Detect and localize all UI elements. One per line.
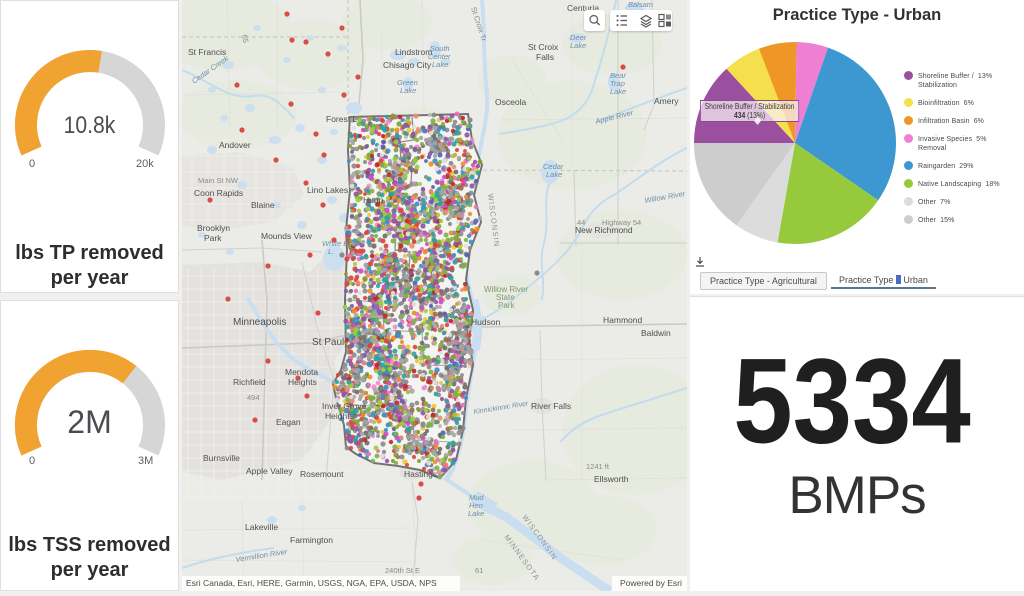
svg-text:35: 35	[455, 256, 463, 265]
svg-text:Hen: Hen	[469, 501, 483, 510]
svg-text:Trap: Trap	[610, 79, 625, 88]
svg-text:St Francis: St Francis	[188, 47, 226, 57]
svg-text:Mounds View: Mounds View	[261, 231, 313, 241]
svg-text:Farmington: Farmington	[290, 535, 333, 545]
svg-text:Hastings: Hastings	[404, 469, 437, 479]
svg-text:Balsam: Balsam	[628, 0, 653, 9]
svg-text:Lindstrom: Lindstrom	[395, 47, 432, 57]
svg-text:Coon Rapids: Coon Rapids	[194, 188, 243, 198]
svg-text:L.: L.	[328, 247, 334, 256]
svg-text:Lake: Lake	[546, 170, 562, 179]
svg-text:44: 44	[577, 218, 585, 227]
svg-text:Lake: Lake	[610, 87, 626, 96]
svg-text:Heights: Heights	[325, 411, 354, 421]
svg-text:Burnsville: Burnsville	[203, 453, 240, 463]
svg-text:Rosemount: Rosemount	[300, 469, 344, 479]
svg-text:Cedar: Cedar	[543, 162, 564, 171]
svg-text:Osceola: Osceola	[495, 97, 526, 107]
svg-text:Minneapolis: Minneapolis	[233, 317, 286, 328]
svg-text:St Paul: St Paul	[312, 337, 344, 348]
svg-text:Andover: Andover	[219, 140, 251, 150]
svg-text:Heights: Heights	[288, 377, 317, 387]
svg-text:Hammond: Hammond	[603, 315, 642, 325]
svg-text:Apple Valley: Apple Valley	[246, 466, 293, 476]
svg-text:Brooklyn: Brooklyn	[197, 223, 230, 233]
svg-text:White Bear: White Bear	[322, 239, 360, 248]
svg-text:Baldwin: Baldwin	[641, 328, 671, 338]
svg-text:Blaine: Blaine	[251, 200, 275, 210]
svg-text:Lake: Lake	[570, 41, 586, 50]
svg-text:494: 494	[247, 393, 260, 402]
svg-text:Lake: Lake	[432, 60, 448, 69]
svg-text:Ellsworth: Ellsworth	[594, 474, 629, 484]
svg-text:Esri Canada, Esri, HERE, Garmi: Esri Canada, Esri, HERE, Garmin, USGS, N…	[186, 578, 437, 588]
svg-text:Mud: Mud	[469, 493, 484, 502]
svg-text:Powered by Esri: Powered by Esri	[620, 578, 682, 588]
svg-text:Centuria: Centuria	[567, 3, 599, 13]
svg-text:Willow River: Willow River	[644, 189, 687, 205]
svg-text:Lakeville: Lakeville	[245, 522, 278, 532]
svg-text:Lake: Lake	[468, 509, 484, 518]
svg-text:St Croix: St Croix	[528, 42, 559, 52]
svg-text:61: 61	[475, 566, 483, 575]
svg-text:New Richmond: New Richmond	[575, 225, 633, 235]
svg-text:Lake: Lake	[400, 86, 416, 95]
svg-text:St Croix Tr: St Croix Tr	[469, 6, 489, 43]
svg-text:Bear: Bear	[610, 71, 626, 80]
svg-text:Amery: Amery	[654, 96, 679, 106]
svg-text:Willow River: Willow River	[484, 285, 528, 294]
svg-text:240th St E: 240th St E	[385, 566, 420, 575]
svg-text:Hudson: Hudson	[471, 317, 501, 327]
svg-text:Mendota: Mendota	[285, 367, 318, 377]
svg-text:State: State	[496, 293, 515, 302]
svg-text:Chisago City: Chisago City	[383, 60, 432, 70]
svg-text:River Falls: River Falls	[531, 401, 571, 411]
svg-text:Center: Center	[428, 52, 451, 61]
svg-text:Lino Lakes: Lino Lakes	[307, 185, 348, 195]
svg-text:Park: Park	[498, 301, 515, 310]
svg-text:65: 65	[240, 34, 250, 44]
svg-text:Falls: Falls	[536, 52, 554, 62]
svg-text:Deer: Deer	[570, 33, 587, 42]
svg-text:Main St NW: Main St NW	[198, 176, 239, 185]
svg-text:South: South	[430, 44, 450, 53]
svg-text:1241 ft: 1241 ft	[586, 462, 610, 471]
svg-text:Richfield: Richfield	[233, 377, 266, 387]
svg-text:Forest L: Forest L	[326, 114, 357, 124]
svg-text:Inver Grove: Inver Grove	[322, 401, 367, 411]
svg-text:WISCONSIN: WISCONSIN	[486, 193, 502, 248]
svg-text:Hugo: Hugo	[363, 195, 384, 205]
svg-text:Eagan: Eagan	[276, 417, 301, 427]
svg-text:Kinnickinnic River: Kinnickinnic River	[473, 400, 529, 416]
svg-text:Green: Green	[397, 78, 418, 87]
svg-text:Park: Park	[204, 233, 222, 243]
svg-text:Highway 54: Highway 54	[602, 218, 641, 227]
